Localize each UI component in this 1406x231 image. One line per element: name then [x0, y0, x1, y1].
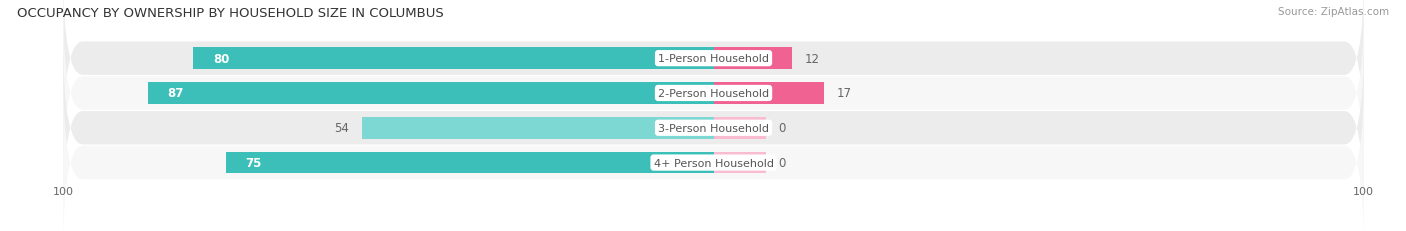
Bar: [193, 48, 713, 70]
FancyBboxPatch shape: [63, 41, 1364, 216]
Bar: [713, 48, 792, 70]
Text: 2-Person Household: 2-Person Household: [658, 88, 769, 99]
Bar: [148, 83, 713, 104]
Text: OCCUPANCY BY OWNERSHIP BY HOUSEHOLD SIZE IN COLUMBUS: OCCUPANCY BY OWNERSHIP BY HOUSEHOLD SIZE…: [17, 7, 444, 20]
Bar: [713, 83, 824, 104]
FancyBboxPatch shape: [63, 0, 1364, 146]
Bar: [363, 118, 713, 139]
Text: Source: ZipAtlas.com: Source: ZipAtlas.com: [1278, 7, 1389, 17]
Text: 3-Person Household: 3-Person Household: [658, 123, 769, 133]
Text: 12: 12: [804, 52, 820, 65]
Text: 17: 17: [837, 87, 852, 100]
FancyBboxPatch shape: [63, 6, 1364, 181]
Text: 87: 87: [167, 87, 184, 100]
Bar: [713, 118, 765, 139]
Bar: [226, 152, 713, 174]
Text: 1-Person Household: 1-Person Household: [658, 54, 769, 64]
Text: 80: 80: [212, 52, 229, 65]
Text: 75: 75: [245, 156, 262, 169]
Text: 0: 0: [779, 156, 786, 169]
Text: 54: 54: [335, 122, 349, 135]
Text: 0: 0: [779, 122, 786, 135]
Text: 4+ Person Household: 4+ Person Household: [654, 158, 773, 168]
Bar: [713, 152, 765, 174]
FancyBboxPatch shape: [63, 76, 1364, 231]
